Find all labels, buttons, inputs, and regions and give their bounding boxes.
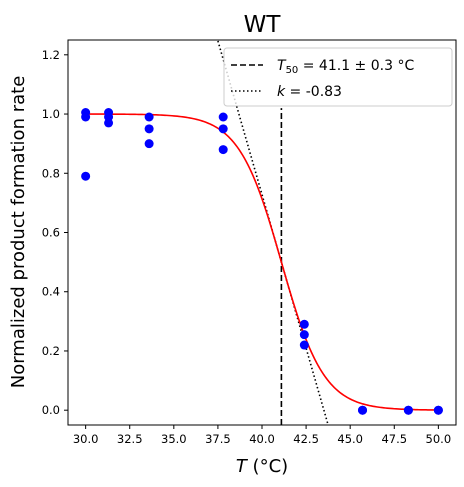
x-tick-label: 37.5 [205, 432, 231, 446]
y-axis: 0.0 0.2 0.4 0.6 0.8 1.0 1.2 [42, 48, 68, 417]
y-tick-label: 0.6 [42, 226, 60, 240]
y-tick-label: 0.2 [42, 344, 60, 358]
x-tick-label: 35.0 [161, 432, 187, 446]
x-axis-label-unit: (°C) [247, 456, 288, 477]
legend-entry-k: k = -0.83 [277, 84, 342, 100]
data-point [81, 171, 91, 181]
legend: T50 = 41.1 ± 0.3 °C k = -0.83 [223, 47, 453, 107]
chart-title: WT [244, 12, 282, 38]
y-tick-label: 1.2 [42, 48, 60, 62]
data-point [299, 330, 309, 340]
data-point [81, 112, 91, 122]
y-axis-label: Normalized product formation rate [8, 76, 29, 389]
legend-entry-t50-sub: 50 [286, 65, 299, 76]
legend-entry-t50-text: = 41.1 ± 0.3 °C [298, 58, 414, 74]
x-tick-label: 47.5 [381, 432, 407, 446]
data-point [299, 319, 309, 329]
x-axis-label-var: T [236, 456, 249, 477]
x-tick-label: 32.5 [117, 432, 143, 446]
x-tick-label: 50.0 [426, 432, 452, 446]
fit-curve [85, 113, 439, 411]
data-point [218, 145, 228, 155]
data-point [403, 405, 413, 415]
data-point [144, 112, 154, 122]
data-point [433, 405, 443, 415]
x-tick-label: 45.0 [337, 432, 363, 446]
legend-entry-k-text: = -0.83 [285, 84, 342, 100]
tangent-line [216, 40, 329, 425]
y-tick-label: 0.0 [42, 403, 60, 417]
data-point [299, 340, 309, 350]
points-layer [81, 108, 443, 415]
x-tick-label: 40.0 [249, 432, 275, 446]
data-point [358, 405, 368, 415]
legend-entry-t50: T50 = 41.1 ± 0.3 °C [277, 58, 414, 76]
x-tick-label: 42.5 [293, 432, 319, 446]
legend-box [223, 47, 453, 107]
x-axis: 30.0 32.5 35.0 37.5 40.0 42.5 45.0 47.5 50.0 [73, 425, 451, 446]
legend-entry-k-var: k [277, 84, 286, 100]
x-tick-label: 30.0 [73, 432, 99, 446]
data-point [218, 112, 228, 122]
y-tick-label: 1.0 [42, 107, 60, 121]
fit-layer [85, 40, 439, 425]
legend-entry-t50-var: T [277, 58, 287, 74]
x-axis-label: T (°C) [236, 456, 288, 477]
data-point [144, 139, 154, 149]
y-tick-label: 0.4 [42, 285, 60, 299]
data-point [144, 124, 154, 134]
data-point [218, 124, 228, 134]
data-point [104, 118, 114, 128]
y-tick-label: 0.8 [42, 166, 60, 180]
